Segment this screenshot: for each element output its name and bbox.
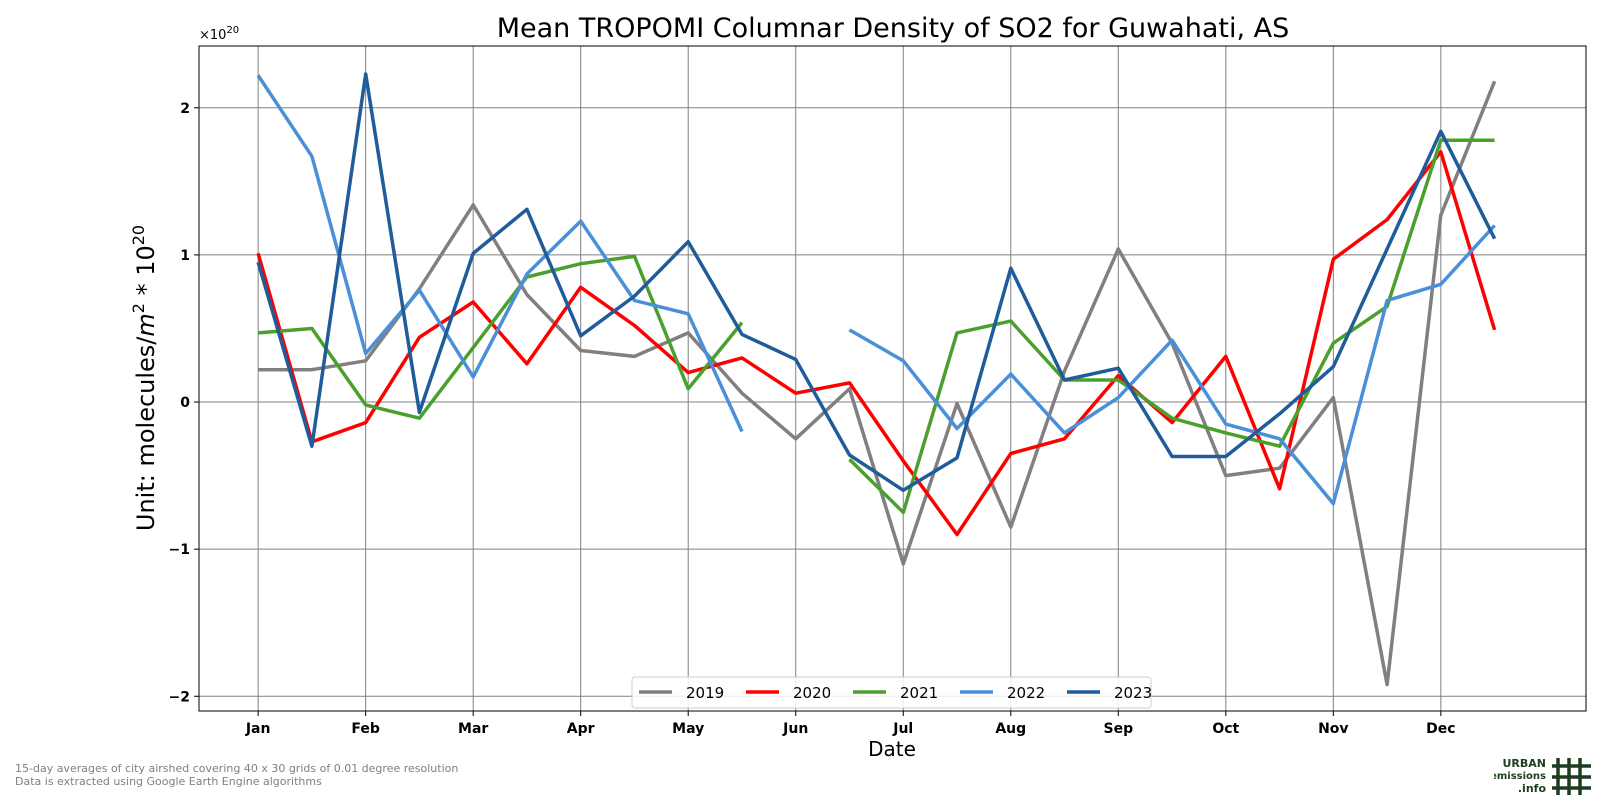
x-tick-label: Aug	[995, 721, 1026, 737]
y-axis-ticks: −2 −1 0 1 2	[169, 101, 199, 705]
legend: 2019 2020 2021 2022 2023	[631, 676, 1152, 709]
y-tick-label: 1	[180, 248, 190, 264]
x-tick-label: Jan	[245, 721, 271, 737]
y-tick-label: 2	[180, 101, 190, 117]
legend-label-2022: 2022	[1007, 684, 1045, 702]
x-tick-label: Oct	[1212, 721, 1239, 737]
x-tick-label: Dec	[1426, 721, 1455, 737]
y-tick-label: −2	[169, 689, 190, 705]
x-tick-label: Jun	[782, 721, 808, 737]
legend-box	[631, 676, 1152, 709]
legend-label-2020: 2020	[793, 684, 831, 702]
logo-line-1: URBAN	[1502, 757, 1546, 770]
legend-label-2021: 2021	[900, 684, 938, 702]
logo-grid-icon	[1552, 758, 1591, 795]
series-line-2022	[256, 74, 1496, 506]
x-tick-label: May	[672, 721, 704, 737]
chart-title: Mean TROPOMI Columnar Density of SO2 for…	[497, 13, 1290, 44]
y-tick-label: 0	[180, 395, 190, 411]
x-tick-label: Jul	[892, 721, 913, 737]
series-line-2019	[258, 80, 1497, 687]
y-tick-label: −1	[169, 542, 190, 558]
x-tick-label: Sep	[1103, 721, 1133, 737]
legend-label-2023: 2023	[1114, 684, 1152, 702]
logo-line-2: emissions	[1494, 771, 1546, 782]
x-tick-label: Nov	[1318, 721, 1348, 737]
grid	[199, 46, 1586, 711]
x-axis-ticks: Jan Feb Mar Apr May Jun Jul Aug Sep Oct Nov Dec	[245, 711, 1456, 737]
x-tick-label: Apr	[567, 721, 595, 737]
plot-area-frame	[198, 45, 1587, 712]
footnote-source: Data is extracted using Google Earth Eng…	[15, 775, 322, 788]
series-lines	[256, 72, 1497, 687]
x-axis-label: Date	[868, 737, 916, 761]
legend-label-2019: 2019	[686, 684, 724, 702]
x-tick-label: Mar	[458, 721, 488, 737]
y-axis-label: Unit: molecules/m2 * 1020	[129, 225, 160, 531]
series-line-2023	[256, 72, 1497, 493]
x-tick-label: Feb	[351, 721, 380, 737]
logo-line-3: .info	[1518, 782, 1547, 795]
urban-emissions-logo: URBAN emissions .info	[1494, 757, 1591, 795]
y-offset-label: ×1020	[199, 25, 239, 43]
footnote-resolution: 15-day averages of city airshed covering…	[15, 762, 459, 775]
